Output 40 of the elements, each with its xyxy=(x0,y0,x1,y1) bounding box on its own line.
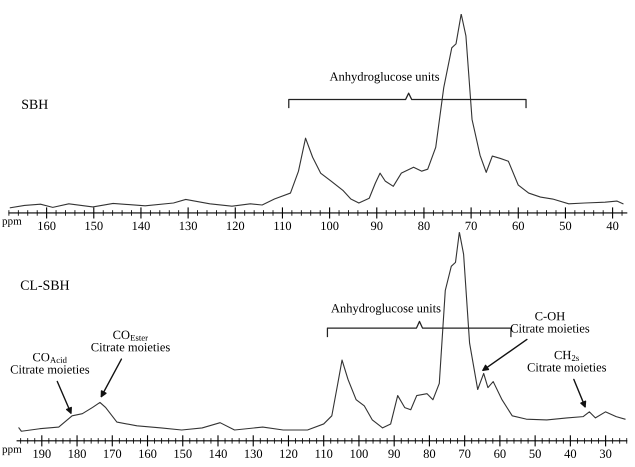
x-tick-label: 50 xyxy=(560,222,572,230)
x-tick-label: 90 xyxy=(370,222,383,230)
x-tick-label: 50 xyxy=(530,450,541,458)
annotation: CO$_{Acid}$ Citrate moieties xyxy=(10,352,90,374)
x-tick-label: 180 xyxy=(68,450,86,458)
x-tick-label: 140 xyxy=(132,222,150,230)
x-tick-label: 80 xyxy=(418,222,430,230)
x-tick-label: 150 xyxy=(174,450,192,458)
x-tick-label: 110 xyxy=(316,450,332,458)
x-tick-label: 30 xyxy=(600,450,612,458)
x-tick-label: 130 xyxy=(180,222,198,230)
x-tick-label: 100 xyxy=(350,450,368,458)
annotation: CO$_{Ester}$ Citrate moieties xyxy=(91,330,170,352)
annotation: Anhydroglucose units xyxy=(330,72,440,84)
x-tick-label: 170 xyxy=(104,450,122,458)
x-tick-label: 90 xyxy=(388,450,400,458)
x-tick-label: 40 xyxy=(606,222,618,230)
annotation: C-OH Citrate moieties xyxy=(510,312,590,333)
x-tick-label: 70 xyxy=(466,222,477,230)
x-tick-label: 120 xyxy=(227,222,244,230)
x-tick-label: 100 xyxy=(321,222,339,230)
annotation: Anhydroglucose units xyxy=(331,304,441,316)
x-tick-label: 120 xyxy=(280,450,298,458)
x-tick-label: 140 xyxy=(210,450,227,458)
x-tick-label: 40 xyxy=(564,450,576,458)
text: SBH xyxy=(22,100,48,109)
x-tick-label: 80 xyxy=(424,450,436,458)
x-tick-label: 130 xyxy=(244,450,262,458)
x-tick-label: 160 xyxy=(38,222,56,230)
x-tick-label: 60 xyxy=(512,222,524,230)
x-tick-label: 110 xyxy=(274,222,292,230)
text: CL-SBH xyxy=(20,280,70,290)
x-tick-label: 190 xyxy=(34,450,51,458)
annotation: CH$_{2s}$ Citrate moieties xyxy=(528,350,606,372)
x-tick-label: 70 xyxy=(459,450,470,458)
x-tick-label: 160 xyxy=(139,450,156,458)
x-tick-label: 150 xyxy=(86,222,103,230)
x-axis-title: ppm xyxy=(2,447,22,456)
x-tick-label: 60 xyxy=(494,450,506,458)
x-axis-title: ppm xyxy=(2,219,22,228)
